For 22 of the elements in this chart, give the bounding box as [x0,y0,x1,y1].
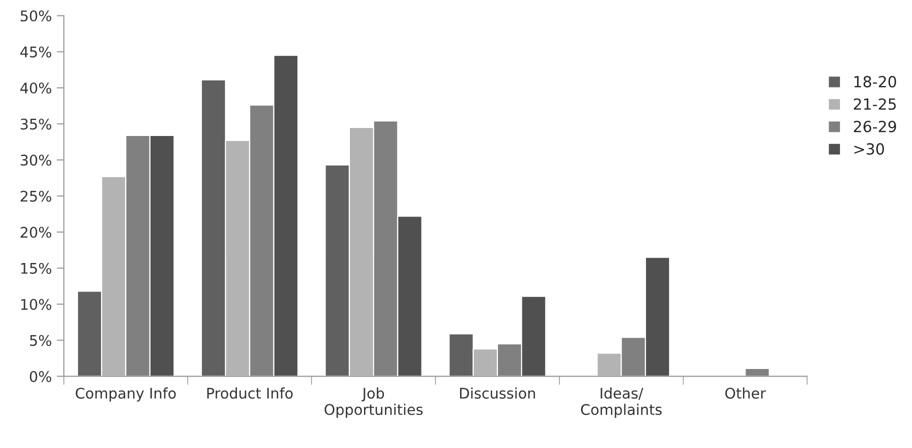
legend-label: 26-29 [854,120,896,132]
x-tick-label: Company Info [76,387,176,402]
x-tick-label: Discussion [460,387,535,399]
y-tick-label: 30% [20,154,52,166]
x-tick-label: Product Info [207,387,293,399]
legend-label: 21-25 [854,98,896,110]
y-tick-label: 45% [20,46,52,58]
y-tick-label: 50% [20,10,52,22]
y-tick-label: 15% [21,262,52,274]
y-tick-label: 0% [30,371,52,382]
y-tick-label: 5% [30,334,52,346]
y-tick-label: 40% [20,82,52,94]
x-tick-label: Job Opportunities [324,387,423,418]
bar [744,368,770,376]
y-tick-label: 20% [20,226,52,238]
legend-label: >30 [854,143,884,155]
x-tick-label: Other [725,387,766,399]
y-tick-label: 25% [20,190,52,202]
y-tick-label: 35% [20,118,52,130]
x-tick-label: Ideas/ Complaints [581,387,662,418]
legend-label: 18-20 [854,76,896,88]
y-tick-label: 10% [21,298,52,310]
